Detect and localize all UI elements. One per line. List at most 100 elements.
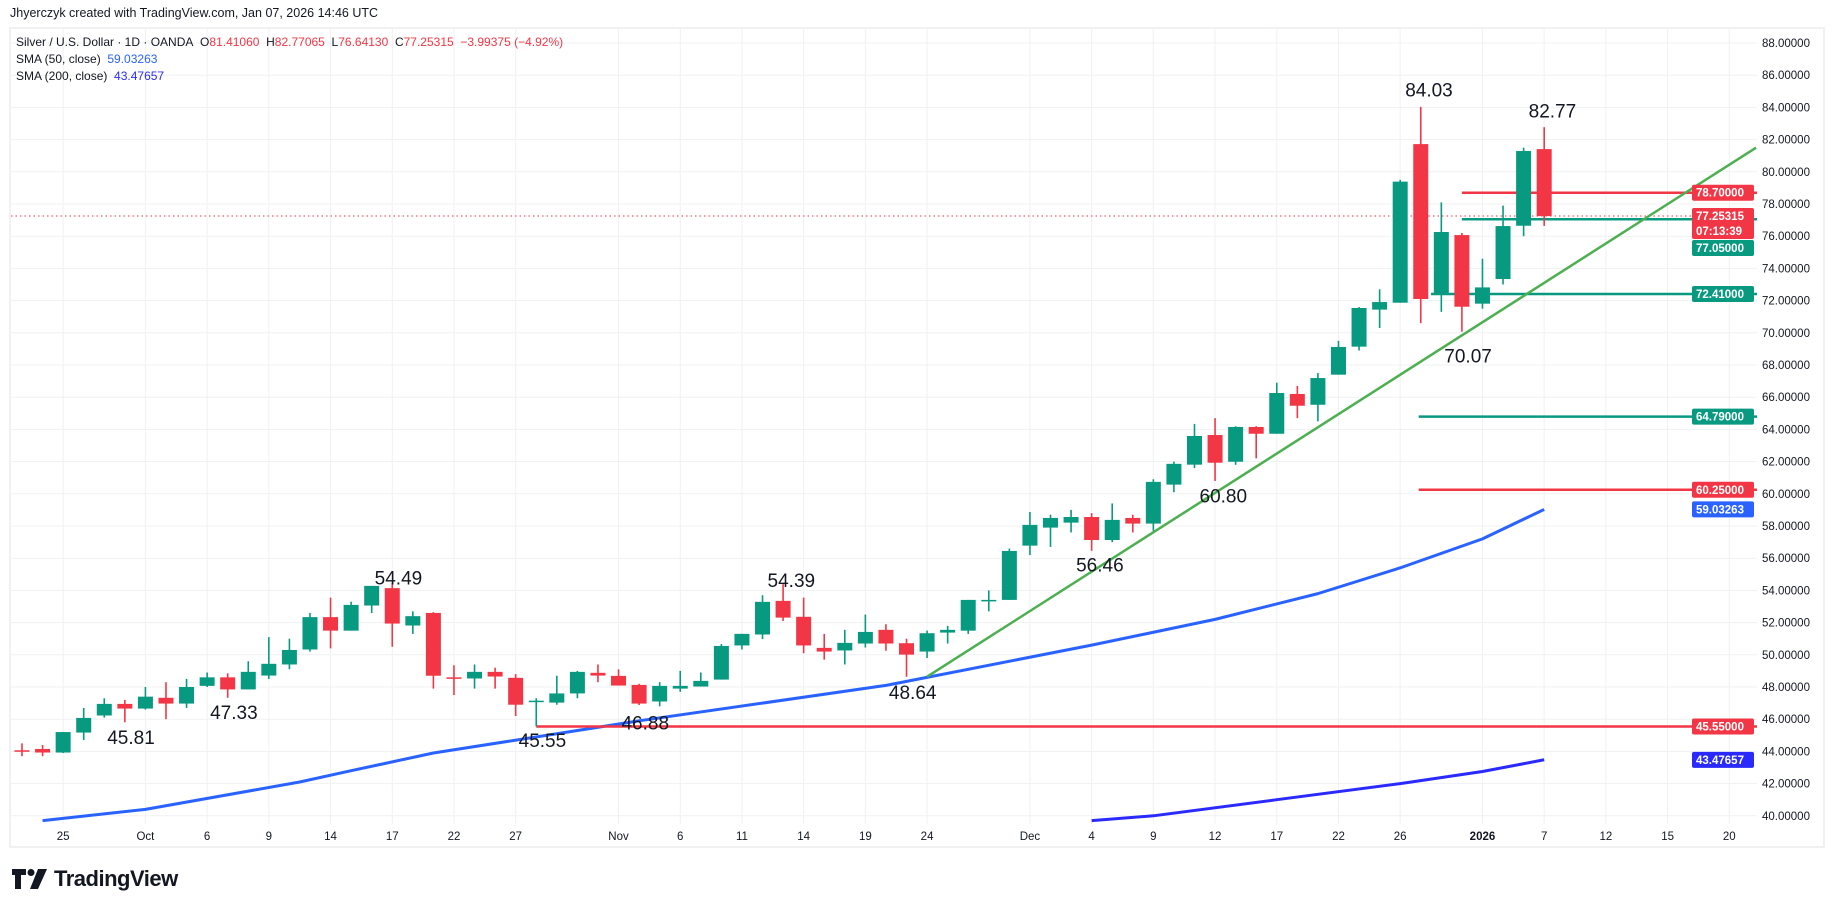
legend-sma200-row[interactable]: SMA (200, close) 43.47657	[16, 68, 563, 85]
candle[interactable]	[1454, 232, 1470, 332]
candle[interactable]	[919, 630, 935, 659]
candle[interactable]	[1433, 202, 1449, 312]
candle[interactable]	[35, 744, 51, 757]
price-annotation: 82.77	[1529, 102, 1577, 123]
candle[interactable]	[384, 582, 400, 647]
candle[interactable]	[405, 611, 421, 634]
candle[interactable]	[734, 633, 750, 650]
candle-body	[487, 671, 503, 677]
candle[interactable]	[1330, 340, 1346, 375]
candle[interactable]	[775, 584, 791, 621]
price-axis-label: 44.00000	[1762, 746, 1810, 758]
tradingview-logo[interactable]: TradingView	[12, 866, 178, 892]
time-axis-label: 9	[266, 831, 272, 843]
candle[interactable]	[796, 597, 812, 654]
candle[interactable]	[1207, 418, 1223, 481]
candle[interactable]	[899, 638, 915, 677]
candle[interactable]	[1166, 461, 1182, 493]
candle[interactable]	[76, 707, 92, 741]
candle[interactable]	[117, 699, 133, 723]
candle[interactable]	[878, 624, 894, 651]
candle[interactable]	[425, 612, 441, 689]
candle[interactable]	[631, 683, 647, 706]
time-axis-label: 9	[1150, 831, 1156, 843]
candle[interactable]	[96, 698, 112, 718]
tradingview-logo-text: TradingView	[54, 866, 178, 891]
candle[interactable]	[1289, 385, 1305, 419]
candle[interactable]	[261, 637, 277, 679]
legend-symbol-row[interactable]: Silver / U.S. Dollar · 1D · OANDA O81.41…	[16, 34, 563, 51]
candle[interactable]	[158, 682, 174, 720]
candle[interactable]	[1043, 514, 1058, 547]
candle[interactable]	[590, 664, 606, 683]
candle[interactable]	[1186, 423, 1202, 469]
candle[interactable]	[981, 590, 997, 612]
close-label: C	[394, 35, 404, 49]
candle[interactable]	[569, 670, 585, 699]
candle[interactable]	[1495, 205, 1511, 285]
sma50-line	[42, 508, 1545, 823]
candle[interactable]	[652, 682, 668, 707]
candle[interactable]	[1084, 513, 1100, 551]
grid	[11, 29, 1757, 824]
candle[interactable]	[199, 672, 215, 687]
candle[interactable]	[1474, 258, 1490, 309]
candle[interactable]	[837, 629, 853, 665]
candle[interactable]	[302, 612, 318, 652]
candle[interactable]	[1413, 106, 1429, 324]
candle[interactable]	[1001, 548, 1017, 600]
candle[interactable]	[446, 665, 462, 696]
price-annotation: 70.07	[1444, 346, 1492, 367]
candle[interactable]	[1125, 514, 1141, 533]
candle[interactable]	[323, 597, 339, 649]
candle-body	[405, 616, 421, 626]
price-axis-label: 76.00000	[1762, 231, 1810, 243]
candle[interactable]	[240, 661, 256, 690]
candle[interactable]	[1392, 179, 1408, 303]
candle-body	[611, 675, 627, 686]
candle[interactable]	[1104, 503, 1120, 543]
candle[interactable]	[1310, 373, 1326, 422]
candle[interactable]	[179, 678, 195, 708]
candle[interactable]	[1063, 509, 1079, 533]
candle[interactable]	[343, 601, 359, 631]
legend-sma50-row[interactable]: SMA (50, close) 59.03263	[16, 51, 563, 68]
candle[interactable]	[611, 669, 627, 686]
candle[interactable]	[137, 687, 153, 710]
candle[interactable]	[1022, 511, 1038, 555]
candle[interactable]	[55, 732, 71, 754]
candle[interactable]	[1228, 426, 1244, 465]
price-axis-label: 54.00000	[1762, 585, 1810, 597]
candle[interactable]	[467, 664, 483, 689]
candle[interactable]	[528, 698, 544, 727]
candle[interactable]	[755, 595, 771, 640]
candle[interactable]	[940, 625, 956, 644]
candle[interactable]	[816, 633, 832, 660]
trend-line[interactable]	[926, 146, 1757, 678]
candle[interactable]	[364, 585, 380, 613]
candle[interactable]	[220, 673, 236, 698]
candle[interactable]	[1536, 127, 1552, 226]
candle[interactable]	[549, 675, 565, 705]
candle[interactable]	[1145, 479, 1161, 531]
open-value: 81.41060	[209, 35, 260, 49]
candle[interactable]	[1516, 147, 1532, 237]
candle[interactable]	[1351, 307, 1367, 351]
candle[interactable]	[1372, 289, 1388, 328]
candle[interactable]	[281, 638, 297, 670]
candle[interactable]	[508, 674, 524, 716]
candle-body	[1392, 181, 1408, 303]
candle[interactable]	[1269, 382, 1285, 434]
candle[interactable]	[960, 599, 976, 634]
candle[interactable]	[487, 667, 503, 689]
price-axis-label: 66.00000	[1762, 392, 1810, 404]
candle[interactable]	[693, 672, 709, 687]
candle[interactable]	[713, 644, 729, 680]
candle[interactable]	[672, 670, 688, 692]
candle[interactable]	[857, 614, 873, 648]
candle[interactable]	[14, 743, 30, 757]
candle[interactable]	[1248, 426, 1264, 459]
candle-body	[35, 748, 51, 753]
time-axis-label: 19	[859, 831, 872, 843]
